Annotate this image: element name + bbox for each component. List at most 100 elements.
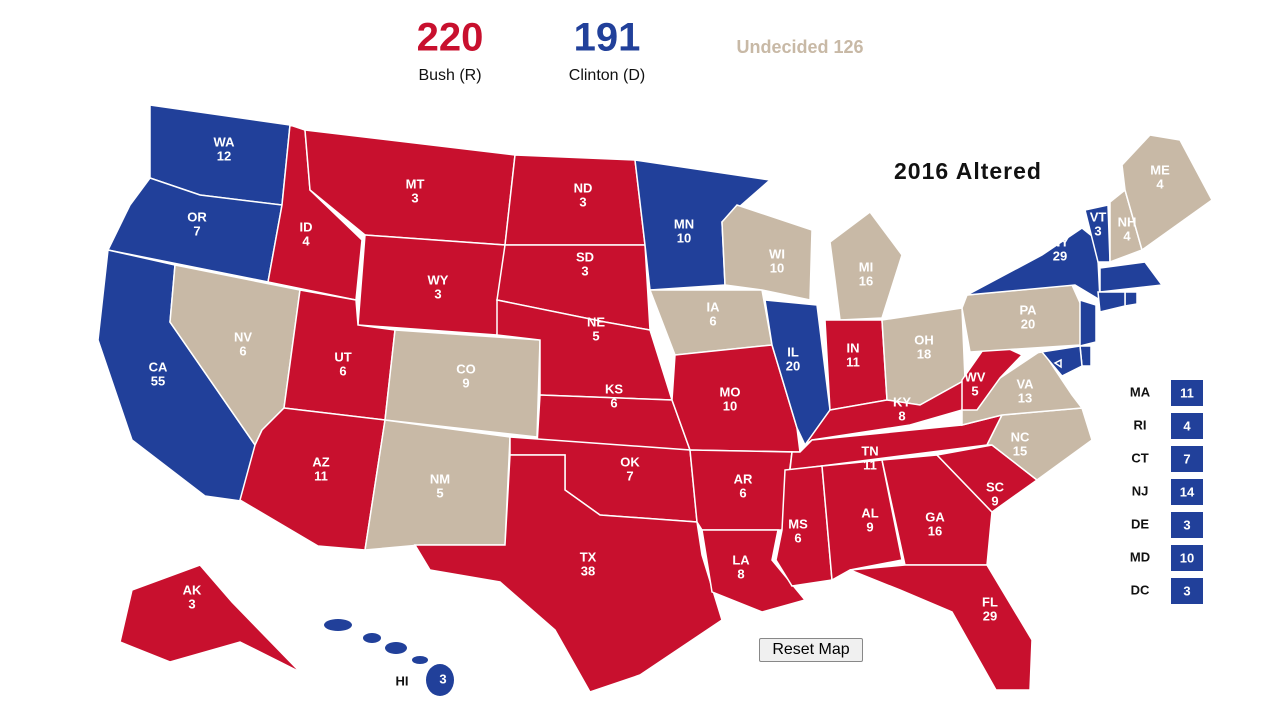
state-votes: 16 bbox=[928, 523, 942, 538]
state-shape bbox=[1121, 134, 1213, 252]
state-votes: 4 bbox=[1156, 176, 1164, 191]
state-abbr: SC bbox=[986, 479, 1005, 494]
state-shape bbox=[412, 656, 428, 664]
labels: WA12OR7CA55NV6ID4MT3WY3UT6AZ11CO9NM5ND3S… bbox=[149, 134, 1203, 688]
state-votes: 9 bbox=[991, 493, 998, 508]
state-shape bbox=[385, 642, 407, 654]
box bbox=[1171, 380, 1203, 406]
box-state-abbr: MD bbox=[1130, 549, 1150, 564]
rep-total: 220 bbox=[417, 16, 484, 60]
states bbox=[97, 104, 1213, 696]
dem-total: 191 bbox=[574, 16, 641, 60]
state-votes: 8 bbox=[898, 408, 905, 423]
state-abbr: NV bbox=[234, 329, 252, 344]
state-shape bbox=[966, 227, 1101, 302]
state-shape bbox=[849, 564, 1033, 691]
box-votes: 10 bbox=[1180, 550, 1194, 565]
state-votes: 6 bbox=[794, 530, 801, 545]
state-abbr: AR bbox=[734, 471, 753, 486]
box-state-abbr: MA bbox=[1130, 384, 1151, 399]
box-votes: 11 bbox=[1180, 385, 1194, 400]
box-state-abbr: CT bbox=[1131, 450, 1148, 465]
state-abbr: TX bbox=[580, 549, 597, 564]
state-abbr: WI bbox=[769, 246, 785, 261]
state-abbr: OH bbox=[914, 332, 934, 347]
state-abbr: MO bbox=[720, 384, 741, 399]
state-abbr: UT bbox=[334, 349, 351, 364]
box bbox=[1171, 446, 1203, 472]
box-state-abbr: DC bbox=[1131, 582, 1150, 597]
box-state-abbr: DE bbox=[1131, 516, 1149, 531]
box bbox=[1171, 413, 1203, 439]
state-votes: 18 bbox=[917, 346, 931, 361]
state-abbr: ID bbox=[300, 219, 313, 234]
state-shape bbox=[1099, 261, 1164, 293]
state-abbr: WA bbox=[214, 134, 236, 149]
state-votes: 13 bbox=[1018, 390, 1032, 405]
state-shape bbox=[324, 619, 352, 631]
state-abbr: IN bbox=[847, 340, 860, 355]
dem-name: Clinton (D) bbox=[569, 67, 645, 84]
state-votes: 3 bbox=[439, 671, 446, 686]
state-votes: 29 bbox=[983, 608, 997, 623]
state-votes: 3 bbox=[1094, 223, 1101, 238]
state-abbr: VA bbox=[1016, 376, 1034, 391]
box bbox=[1171, 545, 1203, 571]
state-abbr: KS bbox=[605, 381, 623, 396]
state-votes: 38 bbox=[581, 563, 595, 578]
state-abbr: MS bbox=[788, 516, 808, 531]
map-title: 2016 Altered bbox=[894, 158, 1042, 184]
state-votes: 10 bbox=[677, 230, 691, 245]
state-votes: 3 bbox=[188, 596, 195, 611]
state-votes: 5 bbox=[436, 485, 443, 500]
state-abbr: AL bbox=[861, 505, 878, 520]
state-abbr: WY bbox=[428, 272, 449, 287]
state-votes: 7 bbox=[626, 468, 633, 483]
box-votes: 14 bbox=[1180, 484, 1195, 499]
state-abbr: KY bbox=[893, 394, 911, 409]
state-shape bbox=[829, 210, 903, 321]
undecided: Undecided 126 bbox=[736, 37, 863, 57]
state-shape bbox=[119, 564, 301, 673]
state-votes: 11 bbox=[863, 457, 877, 472]
box-state-abbr: RI bbox=[1134, 417, 1147, 432]
state-votes: 15 bbox=[1013, 443, 1027, 458]
state-votes: 20 bbox=[1021, 316, 1035, 331]
box bbox=[1171, 479, 1203, 505]
state-abbr: NH bbox=[1118, 214, 1137, 229]
state-votes: 4 bbox=[302, 233, 310, 248]
state-abbr: SD bbox=[576, 249, 594, 264]
state-abbr: OK bbox=[620, 454, 640, 469]
box-votes: 3 bbox=[1183, 517, 1190, 532]
state-votes: 3 bbox=[581, 263, 588, 278]
state-shape bbox=[821, 459, 903, 582]
state-shape bbox=[1079, 298, 1097, 347]
state-votes: 7 bbox=[193, 223, 200, 238]
state-abbr: AZ bbox=[312, 454, 329, 469]
state-abbr: OR bbox=[187, 209, 207, 224]
box bbox=[1171, 512, 1203, 538]
state-votes: 10 bbox=[770, 260, 784, 275]
state-abbr: GA bbox=[925, 509, 945, 524]
state-votes: 6 bbox=[339, 363, 346, 378]
state-abbr: NC bbox=[1011, 429, 1030, 444]
state-votes: 10 bbox=[723, 398, 737, 413]
state-votes: 11 bbox=[314, 468, 328, 483]
rep-name: Bush (R) bbox=[418, 67, 481, 84]
box-state-abbr: NJ bbox=[1132, 483, 1149, 498]
state-votes: 16 bbox=[859, 273, 873, 288]
state-votes: 9 bbox=[866, 519, 873, 534]
box-votes: 7 bbox=[1183, 451, 1190, 466]
state-votes: 20 bbox=[786, 358, 800, 373]
state-shape bbox=[363, 633, 381, 643]
state-votes: 3 bbox=[579, 194, 586, 209]
state-votes: 5 bbox=[592, 328, 599, 343]
state-votes: 11 bbox=[846, 354, 860, 369]
reset-button[interactable]: Reset Map bbox=[759, 638, 863, 662]
state-abbr: CO bbox=[456, 361, 476, 376]
state-abbr: TN bbox=[861, 443, 878, 458]
state-abbr: NY bbox=[1051, 234, 1069, 249]
state-abbr: NM bbox=[430, 471, 450, 486]
